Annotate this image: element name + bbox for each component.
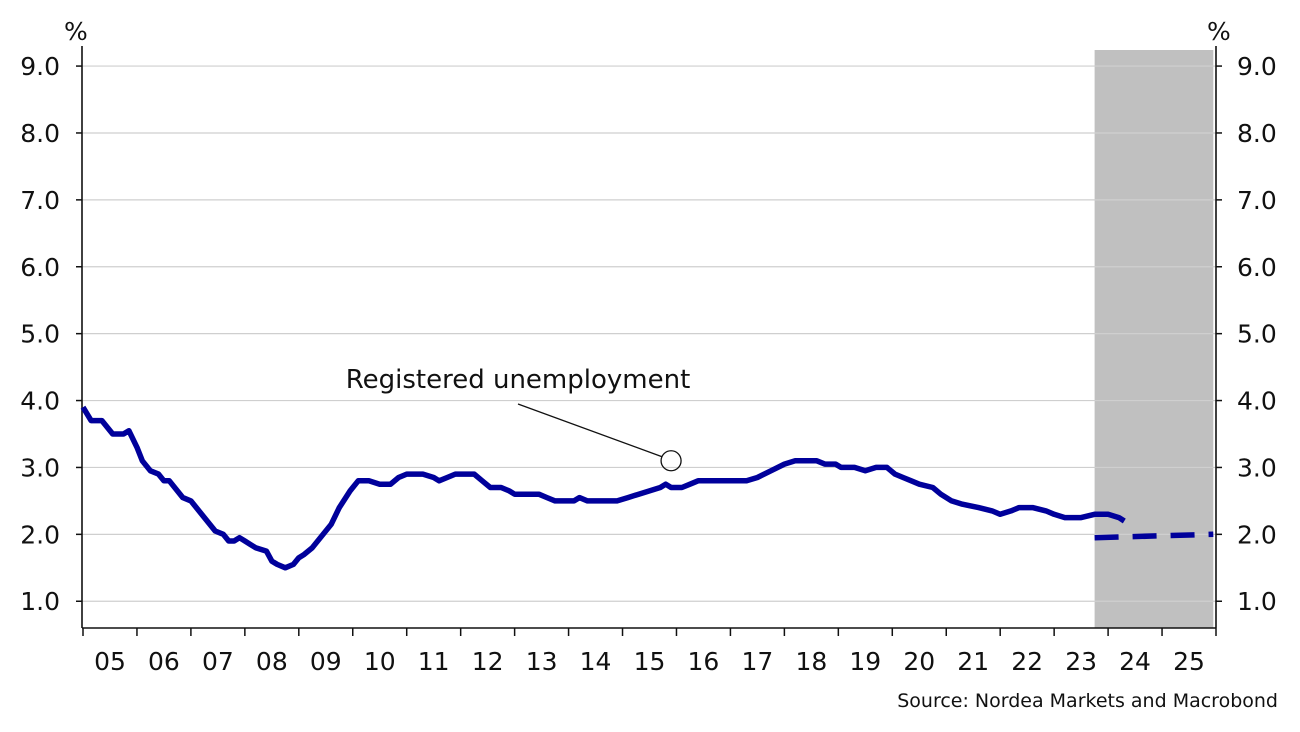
forecast-shading [1094,50,1214,628]
y-tick-label-right: 5.0 [1237,320,1277,349]
y-tick-label-right: 6.0 [1237,253,1277,282]
x-tick-label: 09 [310,647,342,676]
annotation-circle [660,450,682,472]
y-tick-label-left: 1.0 [20,587,60,616]
x-tick-label: 10 [364,647,396,676]
y-axis-right-ticks: 1.0 2.0 3.0 4.0 5.0 6.0 7.0 8.0 9.0 [1216,52,1277,616]
x-tick-label: 06 [148,647,180,676]
source-note: Source: Nordea Markets and Macrobond [897,690,1278,712]
y-tick-label-right: 9.0 [1237,52,1277,81]
y-tick-label-right: 2.0 [1237,520,1277,549]
x-tick-label: 17 [741,647,773,676]
y-tick-label-left: 7.0 [20,186,60,215]
y-tick-label-left: 5.0 [20,320,60,349]
x-tick-label: 21 [957,647,989,676]
gridlines [82,65,1216,602]
forecast-line [1094,531,1214,541]
y-tick-label-right: 7.0 [1237,186,1277,215]
x-tick-label: 15 [634,647,666,676]
annotation-label: Registered unemployment [346,365,691,395]
x-tick-label: 22 [1011,647,1043,676]
series-lines [80,405,1214,571]
y-axis-left-unit: % [64,17,88,46]
annotation: Registered unemployment [346,365,691,472]
x-tick-label: 25 [1173,647,1205,676]
x-tick-label: 18 [795,647,827,676]
x-tick-label: 12 [472,647,504,676]
y-tick-label-right: 8.0 [1237,119,1277,148]
y-axis-left-ticks: 1.0 2.0 3.0 4.0 5.0 6.0 7.0 8.0 9.0 [20,52,82,616]
x-tick-label: 20 [903,647,935,676]
x-tick-label: 11 [418,647,450,676]
y-tick-label-right: 4.0 [1237,387,1277,416]
y-tick-label-left: 2.0 [20,520,60,549]
y-tick-label-right: 1.0 [1237,587,1277,616]
x-tick-label: 14 [580,647,612,676]
y-tick-label-left: 3.0 [20,453,60,482]
y-tick-label-right: 3.0 [1237,453,1277,482]
annotation-leader [517,403,663,458]
y-tick-label-left: 8.0 [20,119,60,148]
y-axis-right-unit: % [1207,17,1231,46]
axes [81,46,1217,629]
x-tick-label: 16 [688,647,720,676]
y-tick-label-left: 6.0 [20,253,60,282]
x-axis-ticks: 05 06 07 08 09 10 11 12 13 14 15 16 17 18 19 20 21 22 23 24… [82,628,1217,676]
y-tick-label-left: 9.0 [20,52,60,81]
x-tick-label: 19 [849,647,881,676]
x-tick-label: 23 [1065,647,1097,676]
y-tick-label-left: 4.0 [20,387,60,416]
x-tick-label: 05 [94,647,126,676]
x-tick-label: 24 [1119,647,1151,676]
x-tick-label: 07 [202,647,234,676]
x-tick-label: 08 [256,647,288,676]
unemployment-line [80,405,1126,571]
x-tick-label: 13 [526,647,558,676]
